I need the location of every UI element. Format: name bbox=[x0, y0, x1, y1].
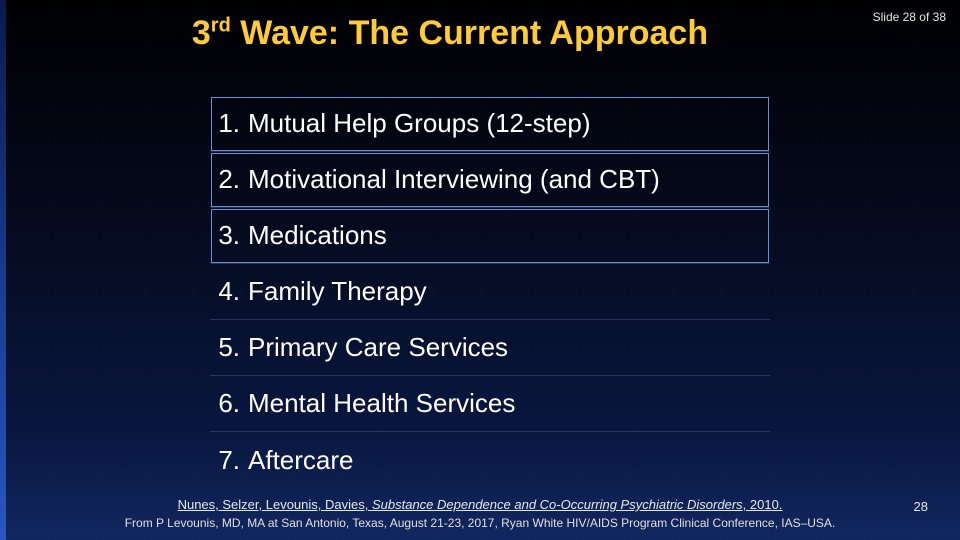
list-item: 6. Mental Health Services bbox=[210, 376, 770, 432]
approach-list: 1. Mutual Help Groups (12-step) 2. Motiv… bbox=[210, 96, 770, 488]
item-number: 6. bbox=[210, 388, 248, 419]
citation-authors: Nunes, Selzer, Levounis, Davies, bbox=[178, 497, 372, 512]
item-number: 5. bbox=[210, 332, 248, 363]
item-label: Mental Health Services bbox=[248, 388, 770, 419]
list-item: 4. Family Therapy bbox=[210, 264, 770, 320]
slide-title: 3rd Wave: The Current Approach bbox=[0, 14, 960, 53]
item-label: Family Therapy bbox=[248, 276, 770, 307]
item-label: Aftercare bbox=[248, 445, 770, 476]
list-item: 2. Motivational Interviewing (and CBT) bbox=[210, 152, 770, 208]
item-label: Primary Care Services bbox=[248, 332, 770, 363]
citation: Nunes, Selzer, Levounis, Davies, Substan… bbox=[0, 497, 960, 512]
title-ordinal: rd bbox=[211, 15, 231, 37]
item-number: 7. bbox=[210, 445, 248, 476]
title-rest: Wave: The Current Approach bbox=[231, 14, 708, 52]
item-label: Medications bbox=[248, 220, 770, 251]
page-number: 28 bbox=[914, 499, 928, 514]
list-item: 5. Primary Care Services bbox=[210, 320, 770, 376]
source-line: From P Levounis, MD, MA at San Antonio, … bbox=[0, 516, 960, 530]
item-number: 2. bbox=[210, 164, 248, 195]
list-item: 3. Medications bbox=[210, 208, 770, 264]
list-item: 7. Aftercare bbox=[210, 432, 770, 488]
title-prefix: 3 bbox=[192, 14, 211, 52]
item-label: Motivational Interviewing (and CBT) bbox=[248, 164, 770, 195]
item-number: 3. bbox=[210, 220, 248, 251]
item-number: 4. bbox=[210, 276, 248, 307]
item-label: Mutual Help Groups (12-step) bbox=[248, 108, 770, 139]
citation-year: , 2010. bbox=[743, 497, 783, 512]
list-item: 1. Mutual Help Groups (12-step) bbox=[210, 96, 770, 152]
citation-title: Substance Dependence and Co-Occurring Ps… bbox=[372, 497, 743, 512]
item-number: 1. bbox=[210, 108, 248, 139]
